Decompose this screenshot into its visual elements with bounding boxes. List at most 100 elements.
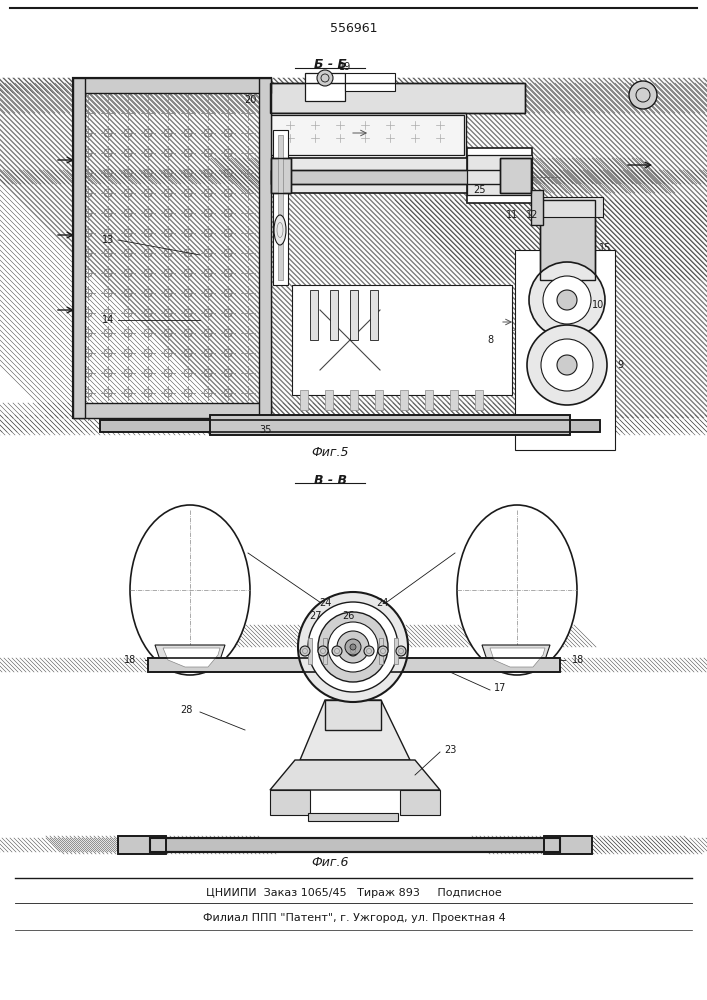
Text: 20: 20 [244, 95, 256, 105]
Bar [500, 158, 531, 193]
Bar [150, 838, 560, 852]
Text: Филиал ППП "Патент", г. Ужгород, ул. Проектная 4: Филиал ППП "Патент", г. Ужгород, ул. Про… [203, 913, 506, 923]
Circle shape [396, 646, 406, 656]
Circle shape [308, 602, 398, 692]
Text: 14: 14 [102, 315, 114, 325]
Bar [278, 135, 283, 280]
Circle shape [332, 646, 342, 656]
Circle shape [378, 646, 388, 656]
Polygon shape [490, 648, 545, 667]
Bar [305, 73, 345, 101]
Bar [273, 130, 288, 285]
Bar [543, 197, 603, 217]
Bar [540, 200, 595, 280]
Bar [467, 155, 532, 195]
Bar [100, 420, 600, 432]
Circle shape [318, 612, 388, 682]
Circle shape [318, 646, 328, 656]
Text: 17: 17 [493, 683, 506, 693]
Circle shape [348, 646, 358, 656]
Bar [370, 290, 378, 340]
Circle shape [629, 81, 657, 109]
Circle shape [345, 639, 361, 655]
Bar [73, 78, 271, 418]
Circle shape [364, 646, 374, 656]
Bar [515, 250, 615, 450]
Bar [118, 836, 166, 854]
Bar [210, 415, 570, 435]
Bar [325, 390, 333, 410]
Bar [118, 836, 166, 854]
Polygon shape [155, 645, 225, 670]
Bar [330, 290, 338, 340]
Bar [500, 158, 531, 193]
Text: 35: 35 [259, 425, 271, 435]
Text: 28: 28 [180, 705, 192, 715]
Circle shape [337, 631, 369, 663]
Text: В - В: В - В [313, 474, 346, 487]
Polygon shape [270, 790, 310, 815]
Circle shape [527, 325, 607, 405]
Bar [300, 390, 308, 410]
Bar [270, 83, 525, 113]
Bar [210, 415, 570, 435]
Bar [350, 390, 358, 410]
Circle shape [541, 339, 593, 391]
Text: 12: 12 [526, 210, 538, 220]
Bar [100, 420, 600, 432]
Bar [271, 158, 531, 193]
Bar [271, 170, 531, 184]
Bar [544, 836, 592, 854]
Polygon shape [400, 790, 440, 815]
Bar [531, 190, 543, 225]
Bar [271, 158, 291, 193]
Bar [148, 658, 560, 672]
Circle shape [300, 646, 310, 656]
Text: Фиг.6: Фиг.6 [311, 856, 349, 868]
Bar [400, 390, 408, 410]
Text: 8: 8 [487, 335, 493, 345]
Bar [394, 638, 398, 664]
Text: 27: 27 [310, 611, 322, 621]
Text: Фиг.5: Фиг.5 [311, 446, 349, 460]
Polygon shape [270, 760, 440, 790]
Bar [271, 158, 291, 193]
Bar [425, 390, 433, 410]
Text: 10: 10 [592, 300, 604, 310]
Bar [308, 813, 398, 821]
Text: 19: 19 [339, 62, 351, 72]
Bar [308, 638, 312, 664]
Polygon shape [482, 645, 550, 670]
Text: 23: 23 [444, 745, 456, 755]
Bar [73, 78, 271, 418]
Polygon shape [163, 648, 220, 667]
Bar [350, 290, 358, 340]
Bar [292, 285, 512, 395]
Circle shape [298, 592, 408, 702]
Circle shape [557, 355, 577, 375]
Circle shape [543, 276, 591, 324]
Bar [271, 170, 531, 184]
Polygon shape [300, 700, 410, 760]
Bar [544, 836, 592, 854]
Bar [450, 390, 458, 410]
Text: 9: 9 [617, 360, 623, 370]
Bar [467, 148, 532, 203]
Bar [150, 838, 560, 852]
Circle shape [557, 290, 577, 310]
Bar [310, 290, 318, 340]
Circle shape [317, 70, 333, 86]
Text: 25: 25 [474, 185, 486, 195]
Bar [379, 638, 383, 664]
Bar [323, 638, 327, 664]
Bar [73, 403, 271, 418]
Text: ЦНИИПИ  Заказ 1065/45   Тираж 893     Подписное: ЦНИИПИ Заказ 1065/45 Тираж 893 Подписное [206, 888, 502, 898]
Ellipse shape [457, 505, 577, 675]
Text: 26: 26 [341, 611, 354, 621]
Bar [475, 390, 483, 410]
Bar [540, 200, 595, 280]
Text: Б - Б: Б - Б [313, 58, 346, 72]
Circle shape [328, 622, 378, 672]
Circle shape [529, 262, 605, 338]
Bar [345, 73, 395, 91]
